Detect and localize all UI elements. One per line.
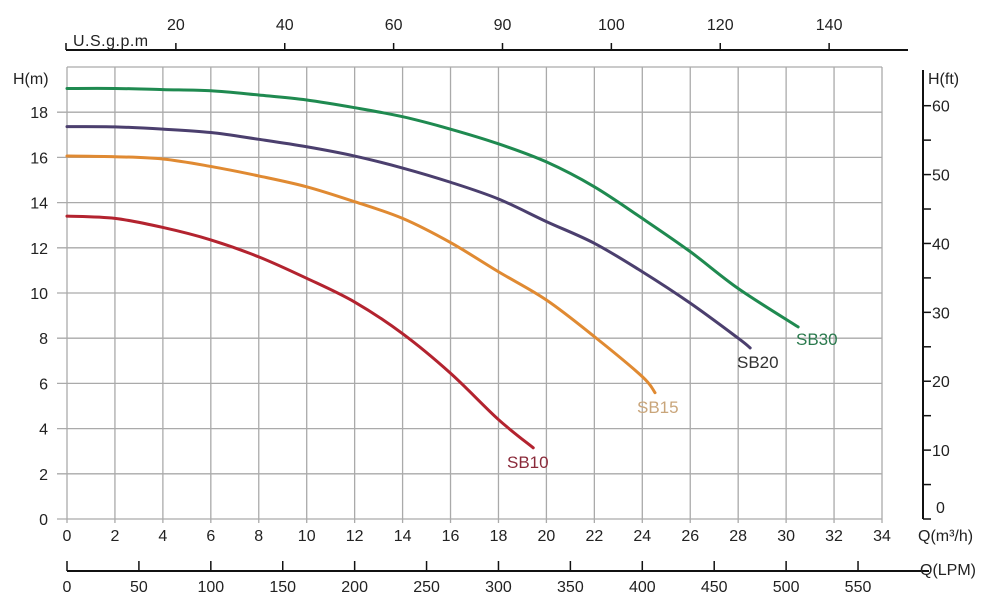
y-tick-label: 14 <box>30 196 48 213</box>
lpm-tick-label: 0 <box>63 579 72 596</box>
x-tick-label: 4 <box>158 528 167 545</box>
x-tick-label: 0 <box>63 528 72 545</box>
y-tick-label: 18 <box>30 105 48 122</box>
x-tick-label: 20 <box>538 528 556 545</box>
y-axis-label: H(m) <box>13 71 49 88</box>
x-tick-label: 16 <box>442 528 460 545</box>
lpm-tick-label: 200 <box>341 579 368 596</box>
gpm-tick-label: 120 <box>707 17 734 34</box>
x-tick-label: 24 <box>633 528 651 545</box>
x-tick-label: 34 <box>873 528 891 545</box>
series-line-sb10 <box>65 214 535 450</box>
gpm-axis-label: U.S.g.p.m <box>73 33 149 50</box>
x-tick-label: 18 <box>490 528 508 545</box>
gpm-tick-label: 40 <box>276 17 294 34</box>
x-tick-label: 30 <box>777 528 795 545</box>
gpm-tick-label: 20 <box>167 17 185 34</box>
series-label-sb20: SB20 <box>737 353 779 372</box>
y-tick-label: 6 <box>39 376 48 393</box>
y-tick-label: 0 <box>39 512 48 529</box>
lpm-tick-label: 150 <box>269 579 296 596</box>
y-tick-label: 8 <box>39 331 48 348</box>
ft-tick-label: 0 <box>936 500 945 517</box>
series-line-sb15 <box>65 154 657 395</box>
lpm-axis-label: Q(LPM) <box>920 562 976 579</box>
lpm-tick-label: 300 <box>485 579 512 596</box>
series-label-sb15: SB15 <box>637 398 679 417</box>
lpm-tick-label: 400 <box>629 579 656 596</box>
x-tick-label: 2 <box>110 528 119 545</box>
x-tick-label: 26 <box>681 528 699 545</box>
gpm-tick-label: 140 <box>816 17 843 34</box>
x-axis-label: Q(m³/h) <box>918 528 973 545</box>
series-label-sb30: SB30 <box>796 330 838 349</box>
lpm-tick-label: 250 <box>413 579 440 596</box>
lpm-tick-label: 350 <box>557 579 584 596</box>
series-line-sb30 <box>65 86 800 329</box>
series-line-sb20 <box>65 125 752 350</box>
lpm-tick-label: 100 <box>197 579 224 596</box>
lpm-tick-label: 550 <box>845 579 872 596</box>
gpm-tick-label: 100 <box>598 17 625 34</box>
y-tick-label: 10 <box>30 286 48 303</box>
lpm-tick-label: 450 <box>701 579 728 596</box>
x-tick-label: 8 <box>254 528 263 545</box>
x-tick-label: 6 <box>206 528 215 545</box>
ft-tick-label: 60 <box>932 99 950 116</box>
x-tick-label: 22 <box>585 528 603 545</box>
ft-tick-label: 20 <box>932 374 950 391</box>
ft-tick-label: 30 <box>932 305 950 322</box>
lpm-tick-label: 50 <box>130 579 148 596</box>
x-tick-label: 12 <box>346 528 364 545</box>
ft-tick-label: 40 <box>932 236 950 253</box>
y-tick-label: 2 <box>39 467 48 484</box>
y-tick-label: 12 <box>30 241 48 258</box>
x-tick-label: 10 <box>298 528 316 545</box>
gpm-tick-label: 60 <box>385 17 403 34</box>
x-tick-label: 32 <box>825 528 843 545</box>
x-tick-label: 14 <box>394 528 412 545</box>
gpm-tick-label: 90 <box>494 17 512 34</box>
y-tick-label: 4 <box>39 422 48 439</box>
lpm-tick-label: 500 <box>773 579 800 596</box>
ft-tick-label: 50 <box>932 168 950 185</box>
ft-tick-label: 10 <box>932 443 950 460</box>
y-tick-label: 16 <box>30 150 48 167</box>
ft-axis-label: H(ft) <box>928 71 959 88</box>
x-tick-label: 28 <box>729 528 747 545</box>
series-label-sb10: SB10 <box>507 453 549 472</box>
